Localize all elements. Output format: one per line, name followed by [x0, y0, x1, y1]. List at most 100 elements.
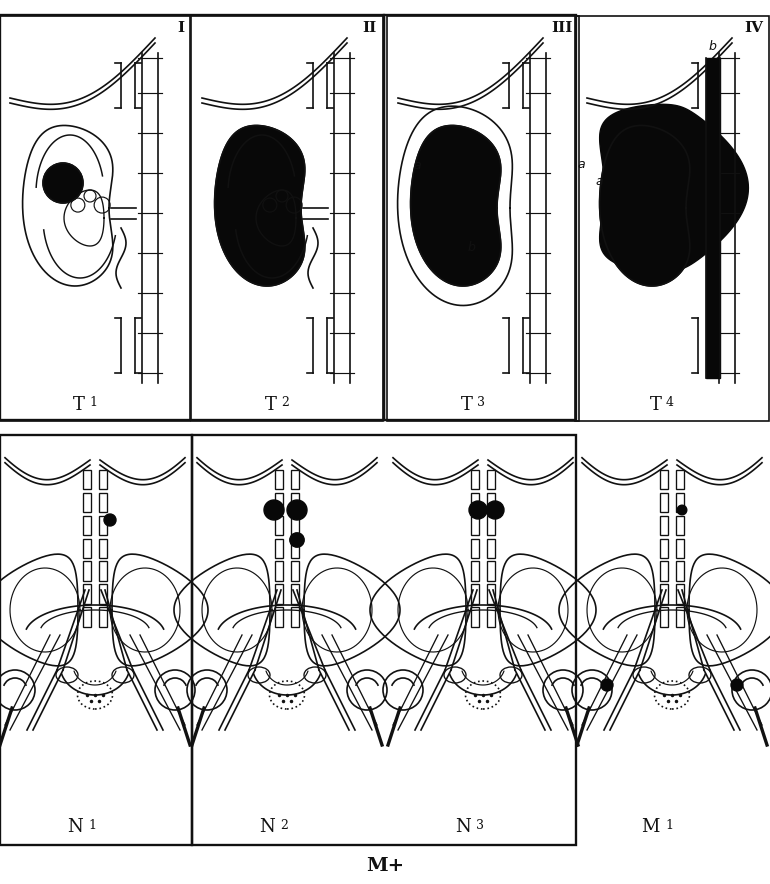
Bar — [191, 16, 383, 421]
Bar — [487, 470, 495, 490]
Bar — [291, 538, 299, 558]
Text: 4: 4 — [666, 395, 674, 408]
Bar — [660, 538, 668, 558]
Bar — [660, 607, 668, 627]
Bar — [192, 435, 576, 845]
Bar — [99, 515, 107, 535]
Bar — [387, 16, 579, 421]
Bar — [487, 538, 495, 558]
Bar — [471, 493, 479, 513]
Text: N: N — [259, 818, 275, 836]
Bar — [0, 15, 384, 420]
Bar — [99, 538, 107, 558]
Bar — [83, 493, 91, 513]
Bar — [275, 607, 283, 627]
Bar — [99, 493, 107, 513]
Bar — [660, 470, 668, 490]
Bar — [676, 470, 684, 490]
Bar — [660, 561, 668, 581]
Bar — [676, 584, 684, 604]
Circle shape — [601, 679, 613, 691]
Text: a: a — [577, 158, 584, 171]
Bar — [487, 607, 495, 627]
Text: 2: 2 — [280, 819, 288, 832]
Text: T: T — [650, 395, 662, 414]
Bar — [291, 584, 299, 604]
Bar — [83, 561, 91, 581]
Polygon shape — [410, 126, 500, 286]
Text: II: II — [363, 20, 377, 34]
Bar — [83, 607, 91, 627]
Bar — [83, 470, 91, 490]
Bar — [275, 470, 283, 490]
Bar — [83, 538, 91, 558]
Bar — [291, 561, 299, 581]
Text: T: T — [461, 395, 473, 414]
Bar — [291, 515, 299, 535]
Bar — [99, 470, 107, 490]
Polygon shape — [215, 126, 305, 286]
Bar — [275, 561, 283, 581]
Text: 3: 3 — [477, 395, 485, 408]
Bar — [275, 584, 283, 604]
Polygon shape — [600, 126, 690, 286]
Bar — [660, 515, 668, 535]
Circle shape — [731, 679, 743, 691]
Circle shape — [469, 501, 487, 519]
Bar — [0, 435, 192, 845]
Text: b: b — [468, 241, 476, 254]
Bar — [676, 538, 684, 558]
Bar — [660, 584, 668, 604]
Circle shape — [287, 500, 307, 520]
Bar — [471, 538, 479, 558]
Text: M: M — [641, 818, 660, 836]
Circle shape — [104, 514, 116, 526]
Text: a: a — [595, 175, 603, 187]
Bar — [471, 515, 479, 535]
Circle shape — [264, 500, 284, 520]
Bar — [99, 607, 107, 627]
Text: IV: IV — [744, 20, 763, 34]
Bar — [660, 493, 668, 513]
Bar — [275, 538, 283, 558]
Bar — [99, 584, 107, 604]
Bar — [487, 515, 495, 535]
Bar — [676, 561, 684, 581]
Text: III: III — [551, 20, 573, 34]
Bar — [706, 58, 720, 378]
Text: N: N — [67, 818, 83, 836]
Bar — [83, 515, 91, 535]
Text: a: a — [413, 159, 420, 172]
Circle shape — [290, 533, 304, 547]
Bar — [471, 470, 479, 490]
Bar — [0, 16, 190, 421]
Text: 1: 1 — [88, 819, 96, 832]
Bar — [83, 584, 91, 604]
Text: b: b — [709, 40, 717, 53]
Bar — [471, 584, 479, 604]
Text: T: T — [73, 395, 85, 414]
Text: I: I — [177, 20, 184, 34]
Text: 1: 1 — [89, 395, 97, 408]
Bar — [676, 607, 684, 627]
Bar — [291, 470, 299, 490]
Polygon shape — [600, 104, 748, 271]
Text: M+: M+ — [366, 857, 404, 875]
Text: 3: 3 — [476, 819, 484, 832]
Text: N: N — [455, 818, 471, 836]
Circle shape — [43, 163, 83, 203]
Circle shape — [677, 505, 687, 514]
Bar — [487, 584, 495, 604]
Bar — [275, 493, 283, 513]
Bar — [676, 493, 684, 513]
Text: 2: 2 — [281, 395, 289, 408]
Bar — [99, 561, 107, 581]
Bar — [291, 493, 299, 513]
Bar — [487, 493, 495, 513]
Bar — [471, 607, 479, 627]
Bar — [676, 515, 684, 535]
Bar — [575, 16, 769, 421]
Bar — [471, 561, 479, 581]
Bar — [487, 561, 495, 581]
Circle shape — [486, 501, 504, 519]
